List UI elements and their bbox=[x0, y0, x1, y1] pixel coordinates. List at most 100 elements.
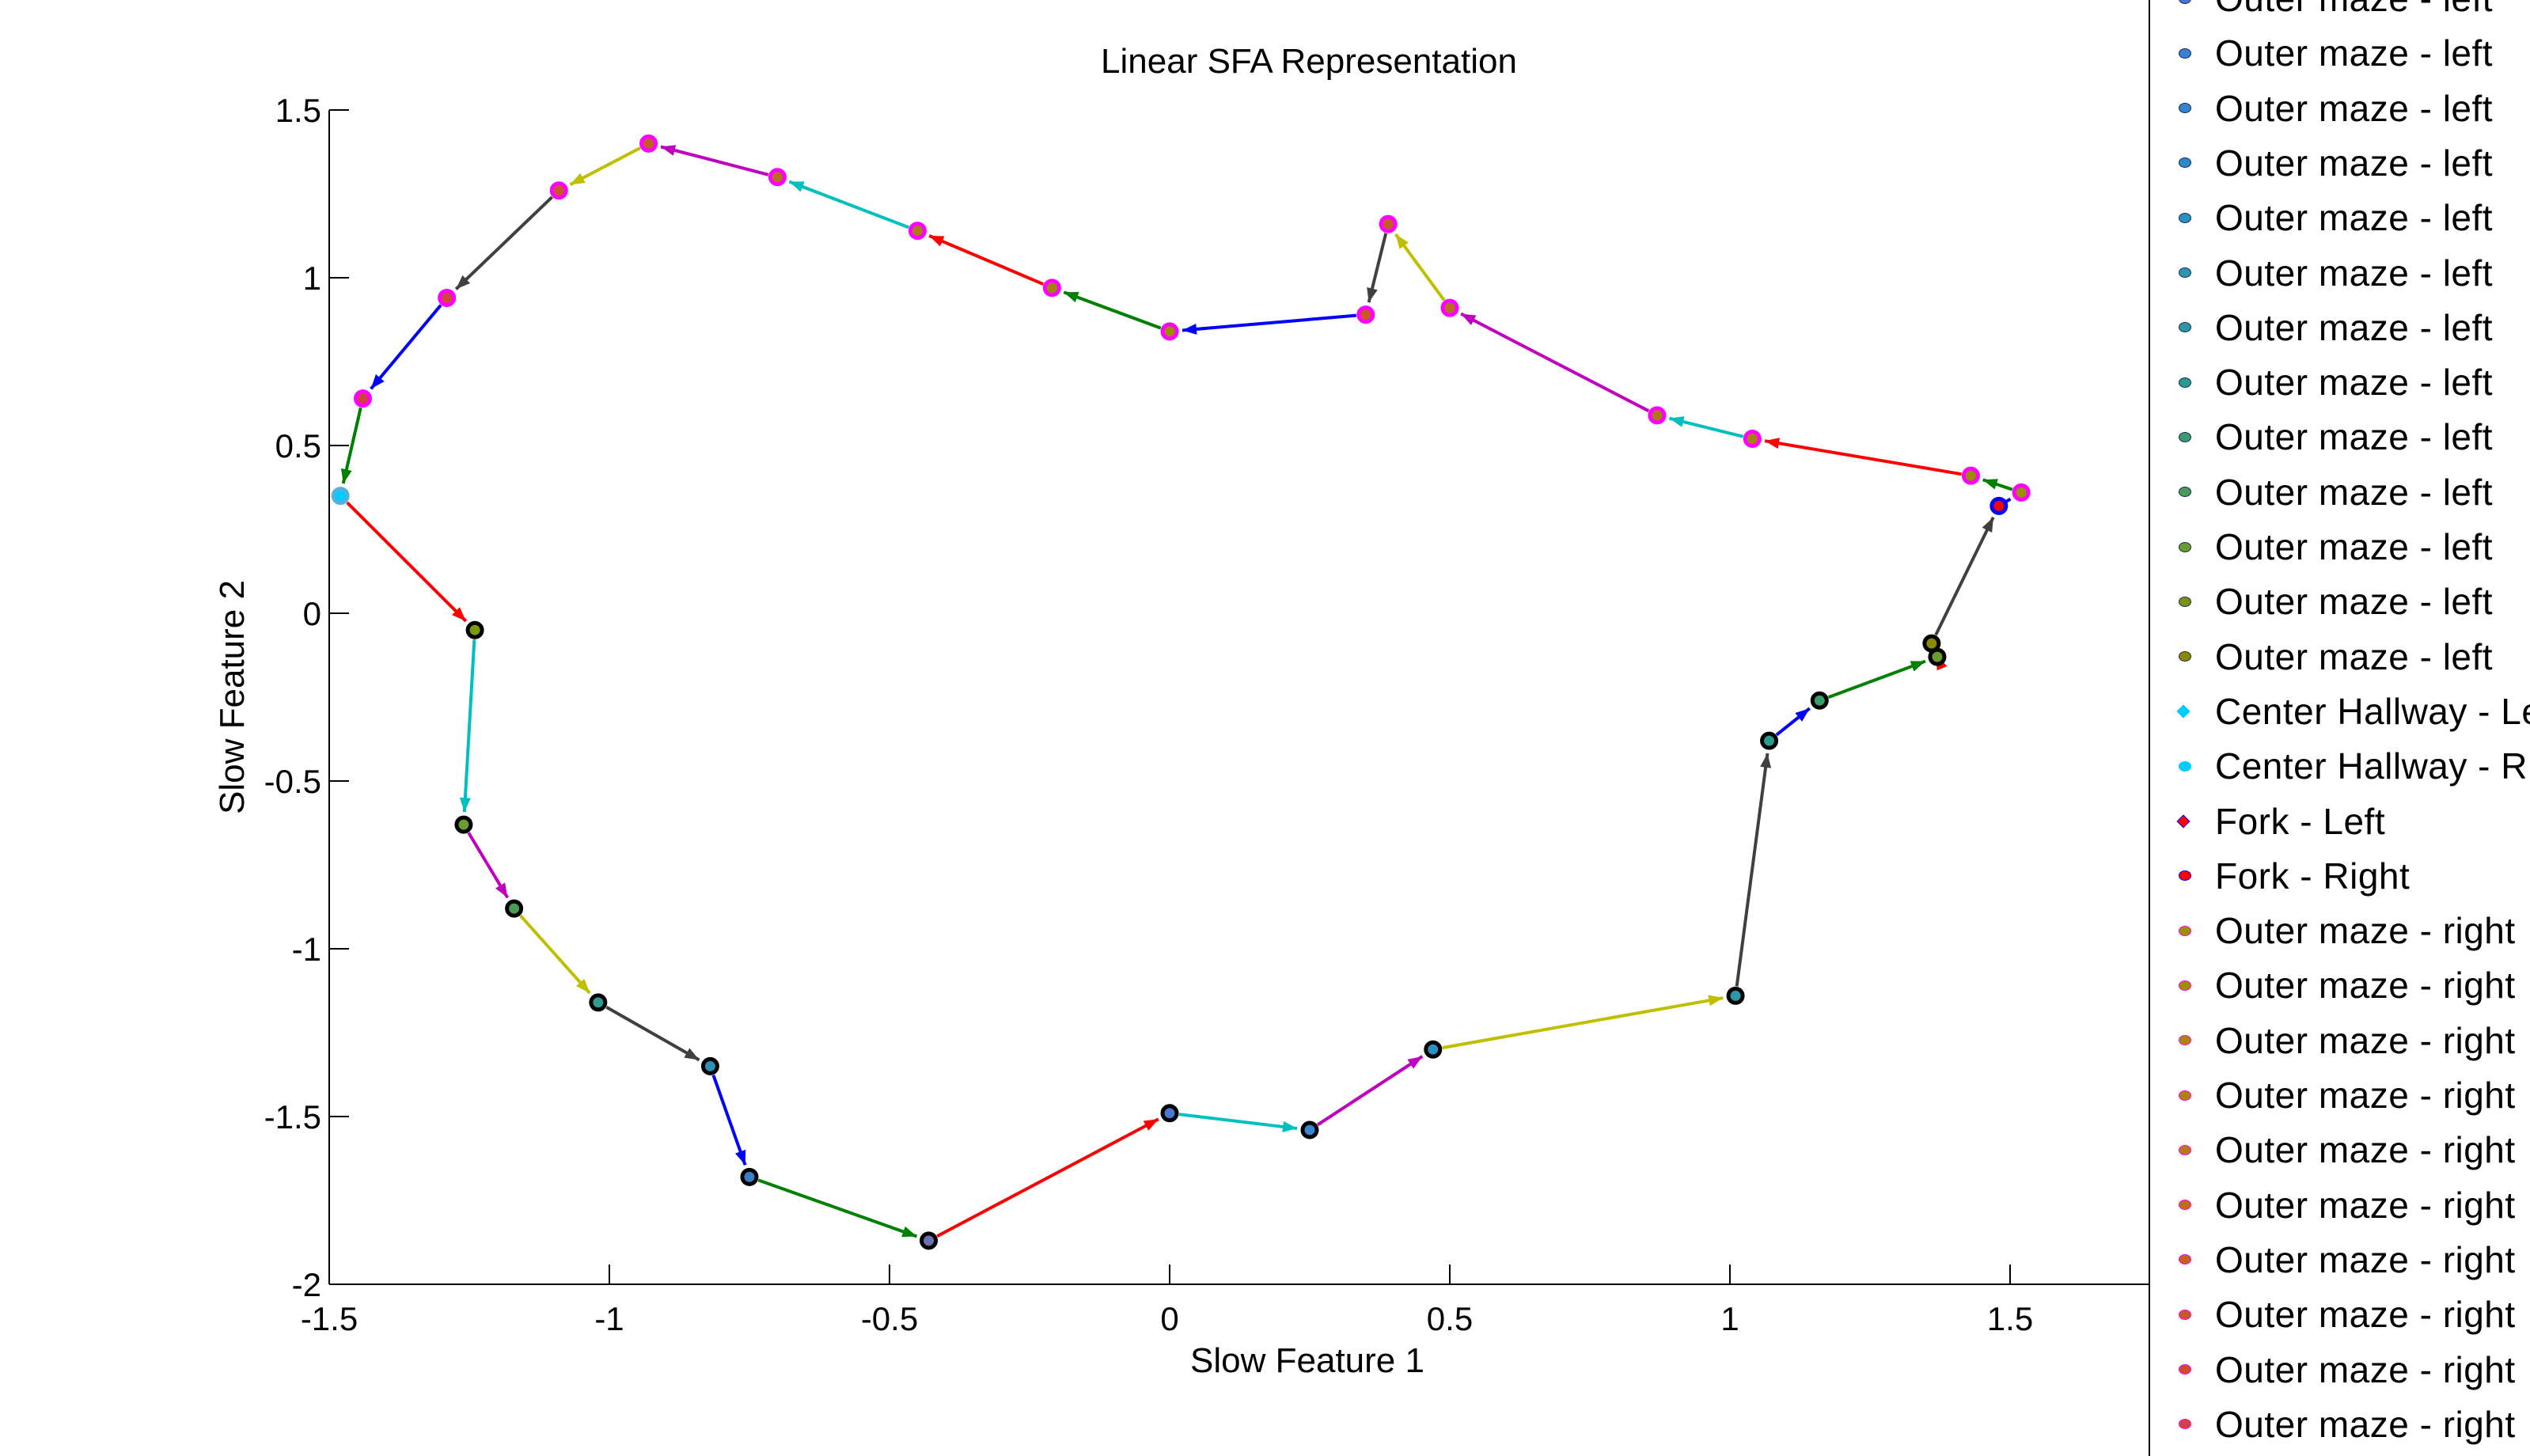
data-point bbox=[1300, 1120, 1319, 1139]
data-point bbox=[1160, 1104, 1179, 1123]
y-tick-label: -1.5 bbox=[264, 1098, 321, 1136]
data-point bbox=[1648, 406, 1667, 425]
arrow-head bbox=[570, 173, 586, 185]
legend-marker-icon bbox=[2179, 1364, 2191, 1374]
legend-marker-icon bbox=[2179, 487, 2191, 498]
data-point bbox=[740, 1167, 759, 1186]
y-tick-label: -2 bbox=[292, 1266, 321, 1303]
legend-label: Outer maze - left bbox=[2215, 635, 2494, 677]
legend-marker-icon bbox=[2179, 541, 2191, 552]
data-point bbox=[465, 620, 484, 639]
arrow-shaft bbox=[462, 639, 476, 813]
arrow bbox=[1394, 233, 1446, 301]
arrow-head bbox=[456, 275, 471, 290]
legend-marker-icon bbox=[2179, 1309, 2191, 1320]
legend-label: Outer maze - right bbox=[2215, 1075, 2516, 1116]
legend-label: Outer maze - left bbox=[2215, 87, 2494, 129]
arrow-head bbox=[1407, 1056, 1423, 1069]
arrow-shaft bbox=[788, 180, 909, 229]
points bbox=[331, 134, 2031, 1250]
y-tick-label: 0 bbox=[303, 595, 321, 632]
legend-label: Outer maze - left bbox=[2215, 581, 2494, 623]
legend-label: Outer maze - left bbox=[2215, 0, 2493, 20]
data-point bbox=[1160, 322, 1179, 341]
data-point bbox=[1440, 298, 1459, 317]
legend-marker-icon bbox=[2179, 322, 2191, 333]
chart-title: Linear SFA Representation bbox=[1101, 42, 1517, 81]
arrow bbox=[1827, 659, 1926, 699]
arrow-shaft bbox=[711, 1075, 747, 1166]
legend-label: Outer maze - left bbox=[2215, 306, 2494, 348]
arrow-shaft bbox=[1178, 1113, 1298, 1131]
arrow-head bbox=[684, 1048, 700, 1060]
legend-marker-icon bbox=[2179, 0, 2191, 4]
arrow bbox=[1775, 707, 1811, 737]
y-tick-label: 1 bbox=[303, 260, 321, 297]
data-point bbox=[331, 487, 350, 506]
data-point bbox=[454, 815, 473, 834]
arrow-head bbox=[1795, 708, 1810, 722]
arrow-head bbox=[735, 1149, 746, 1166]
arrow bbox=[1460, 312, 1650, 413]
axes: -1.5 -1 -0.5 0 0.5 1 1.5-2-1.5-1-0.500.511.5 bbox=[264, 92, 2290, 1337]
arrow bbox=[370, 304, 442, 390]
data-point bbox=[908, 222, 927, 241]
data-point bbox=[920, 1231, 939, 1250]
x-tick-label: 0.5 bbox=[1427, 1300, 1473, 1337]
legend-marker-icon bbox=[2179, 103, 2191, 114]
arrow-shaft bbox=[370, 304, 442, 390]
arrow-head bbox=[1395, 234, 1409, 249]
legend-marker-icon bbox=[2179, 431, 2191, 442]
arrow bbox=[1934, 516, 1995, 636]
arrow-head bbox=[1669, 416, 1685, 427]
legend-label: Outer maze - left bbox=[2215, 142, 2494, 184]
data-point bbox=[639, 134, 658, 153]
arrow-head bbox=[1982, 479, 1998, 490]
arrow-shaft bbox=[605, 1006, 700, 1062]
arrow bbox=[1764, 438, 1962, 476]
arrow-head bbox=[1367, 286, 1378, 303]
arrow-head bbox=[901, 1226, 917, 1238]
arrow-shaft bbox=[1316, 1055, 1424, 1127]
legend-label: Center Hallway - Left bbox=[2215, 690, 2530, 732]
y-tick-label: 0.5 bbox=[275, 427, 321, 464]
legend-marker-icon bbox=[2176, 814, 2191, 828]
arrow bbox=[1367, 233, 1388, 303]
x-tick-label: -1 bbox=[594, 1300, 624, 1337]
legend-marker-icon bbox=[2179, 157, 2191, 169]
legend-label: Outer maze - right bbox=[2215, 1184, 2516, 1226]
legend-marker-icon bbox=[2179, 925, 2191, 936]
data-point bbox=[1424, 1040, 1443, 1059]
arrow bbox=[519, 914, 591, 995]
y-tick-label: 1.5 bbox=[275, 92, 321, 129]
arrow bbox=[1735, 753, 1772, 987]
x-axis-label: Slow Feature 1 bbox=[1190, 1341, 1424, 1380]
legend-label: Outer maze - left bbox=[2215, 526, 2494, 567]
arrow-shaft bbox=[1182, 313, 1357, 332]
arrow-head bbox=[1282, 1120, 1298, 1132]
legend-marker-icon bbox=[2179, 1144, 2191, 1155]
legend-label: Outer maze - right bbox=[2215, 965, 2516, 1007]
arrow-shaft bbox=[519, 914, 591, 995]
arrow bbox=[569, 146, 641, 187]
arrow-head bbox=[789, 181, 805, 192]
legend-marker-icon bbox=[2179, 1419, 2191, 1430]
arrow-shaft bbox=[928, 234, 1045, 286]
x-tick-label: -1.5 bbox=[301, 1300, 358, 1337]
legend-marker-icon bbox=[2179, 47, 2191, 59]
arrow-head bbox=[459, 797, 471, 813]
arrow bbox=[1316, 1055, 1424, 1127]
arrow-head bbox=[495, 882, 508, 898]
legend-marker-icon bbox=[2179, 1200, 2191, 1211]
arrow-shaft bbox=[1934, 516, 1995, 636]
data-point bbox=[1379, 214, 1398, 233]
x-tick-label: 1.5 bbox=[1987, 1300, 2033, 1337]
arrow-head bbox=[1910, 661, 1925, 672]
legend-marker-icon bbox=[2179, 1035, 2191, 1046]
data-point bbox=[1989, 496, 2008, 515]
legend-label: Outer maze - right bbox=[2215, 1294, 2516, 1336]
arrow bbox=[1982, 478, 2013, 491]
y-tick-label: -0.5 bbox=[264, 763, 321, 800]
arrow-head bbox=[575, 978, 590, 993]
arrow bbox=[459, 639, 476, 813]
